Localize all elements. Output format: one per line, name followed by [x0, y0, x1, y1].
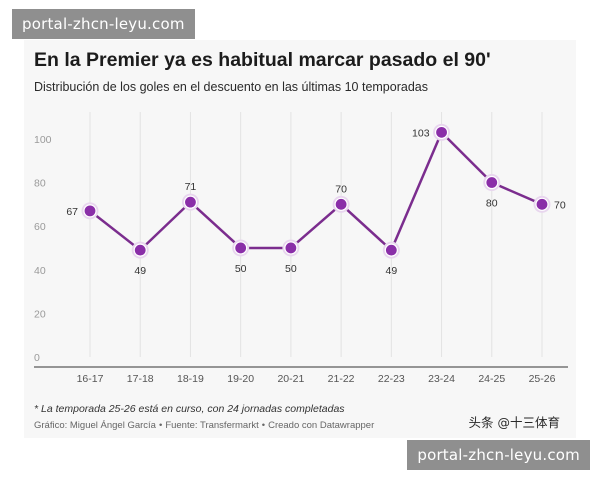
data-point: [434, 125, 449, 139]
y-tick-label: 60: [34, 221, 46, 233]
x-tick-label: 23-24: [428, 373, 455, 385]
chart-subtitle: Distribución de los goles en el descuent…: [34, 80, 428, 94]
x-tick-label: 24-25: [478, 373, 505, 385]
data-point: [334, 197, 348, 211]
watermark-top: portal-zhcn-leyu.com: [12, 9, 195, 39]
data-label: 49: [385, 265, 397, 277]
data-label: 70: [554, 199, 566, 211]
y-tick-label: 100: [34, 134, 52, 146]
data-label: 50: [235, 263, 247, 275]
series-line: [89, 131, 543, 252]
data-label: 50: [285, 263, 297, 275]
data-label: 49: [134, 265, 146, 277]
data-point: [535, 197, 549, 211]
data-point: [384, 243, 398, 257]
credit-source: Fuente: Transfermarkt: [165, 420, 259, 431]
x-tick-label: 19-20: [227, 373, 254, 385]
data-point: [234, 241, 248, 255]
data-point: [284, 241, 298, 255]
credit-graphic: Gráfico: Miguel Ángel García: [34, 420, 156, 431]
x-tick-label: 21-22: [328, 373, 355, 385]
chart-credits: Gráfico: Miguel Ángel García • Fuente: Tra…: [34, 420, 374, 431]
data-label: 71: [185, 181, 197, 193]
y-tick-label: 80: [34, 178, 46, 190]
watermark-bottom: portal-zhcn-leyu.com: [407, 440, 590, 470]
data-label: 103: [412, 127, 430, 139]
x-tick-label: 18-19: [177, 373, 204, 385]
chart-title: En la Premier ya es habitual marcar pasa…: [34, 49, 491, 71]
x-tick-label: 16-17: [77, 373, 104, 385]
credit-tool: Creado con Datawrapper: [268, 420, 375, 431]
credit-separator: •: [158, 420, 163, 431]
y-tick-label: 40: [34, 265, 46, 277]
y-tick-label: 0: [34, 352, 40, 364]
data-point: [485, 175, 499, 190]
data-point: [183, 195, 198, 209]
x-tick-label: 22-23: [378, 373, 405, 385]
x-tick-label: 17-18: [127, 373, 154, 385]
x-tick-label: 25-26: [529, 373, 556, 385]
brand-mark: 头条 @十三体育: [468, 415, 560, 430]
chart-footnote: * La temporada 25-26 está en curso, con …: [34, 403, 345, 415]
data-label: 67: [66, 206, 78, 218]
data-label: 80: [486, 198, 498, 210]
data-point: [133, 243, 147, 257]
y-tick-label: 20: [34, 308, 46, 320]
x-tick-label: 20-21: [277, 373, 304, 385]
data-point: [83, 204, 97, 218]
credit-separator: •: [261, 420, 266, 431]
data-label: 70: [335, 183, 347, 195]
